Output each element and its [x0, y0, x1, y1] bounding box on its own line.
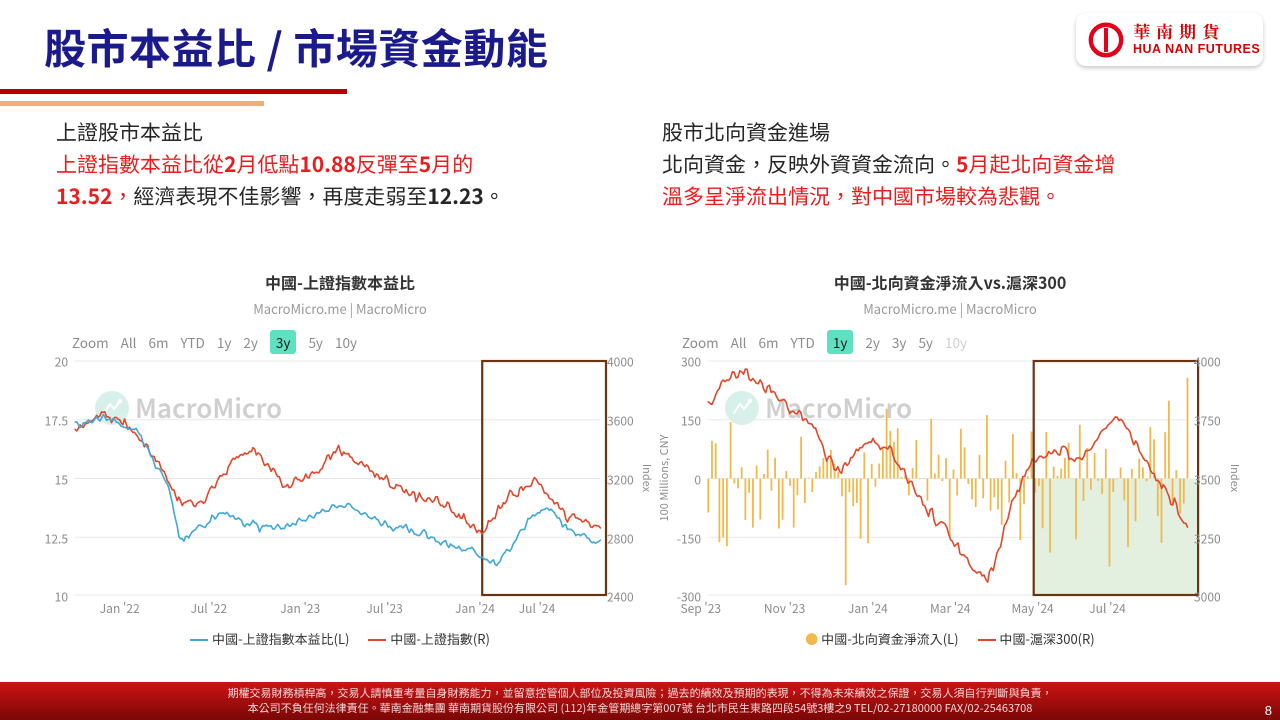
svg-text:Nov '23: Nov '23	[764, 600, 805, 617]
svg-text:May '24: May '24	[1012, 600, 1054, 617]
svg-text:3750: 3750	[1194, 412, 1221, 429]
svg-text:300: 300	[681, 353, 701, 370]
svg-text:Jul '24: Jul '24	[519, 600, 556, 617]
svg-text:3500: 3500	[1194, 471, 1221, 488]
svg-text:3250: 3250	[1194, 530, 1221, 547]
svg-text:Jul '24: Jul '24	[1089, 600, 1126, 617]
svg-text:2800: 2800	[607, 530, 634, 547]
svg-text:10: 10	[55, 588, 69, 605]
svg-text:15: 15	[55, 471, 69, 488]
svg-text:Index: Index	[1227, 464, 1243, 493]
svg-text:Jan '23: Jan '23	[280, 600, 320, 617]
svg-text:Jan '24: Jan '24	[455, 600, 495, 617]
svg-text:4000: 4000	[1194, 353, 1221, 370]
svg-text:Jan '24: Jan '24	[848, 600, 888, 617]
svg-text:Jan '22: Jan '22	[100, 600, 140, 617]
svg-text:17.5: 17.5	[45, 412, 69, 429]
svg-text:Mar '24: Mar '24	[930, 600, 971, 617]
svg-text:12.5: 12.5	[45, 530, 69, 547]
svg-text:3600: 3600	[607, 412, 634, 429]
svg-text:Sep '23: Sep '23	[680, 600, 721, 617]
svg-text:3000: 3000	[1194, 588, 1221, 605]
svg-text:20: 20	[55, 353, 69, 370]
svg-text:-150: -150	[677, 530, 701, 547]
svg-text:0: 0	[694, 471, 701, 488]
svg-text:2400: 2400	[607, 588, 634, 605]
svg-text:Jul '22: Jul '22	[191, 600, 228, 617]
svg-text:4000: 4000	[607, 353, 634, 370]
svg-text:100 Millions, CNY: 100 Millions, CNY	[656, 434, 672, 521]
svg-text:150: 150	[681, 412, 701, 429]
svg-text:Jul '23: Jul '23	[366, 600, 402, 617]
svg-text:3200: 3200	[607, 471, 634, 488]
